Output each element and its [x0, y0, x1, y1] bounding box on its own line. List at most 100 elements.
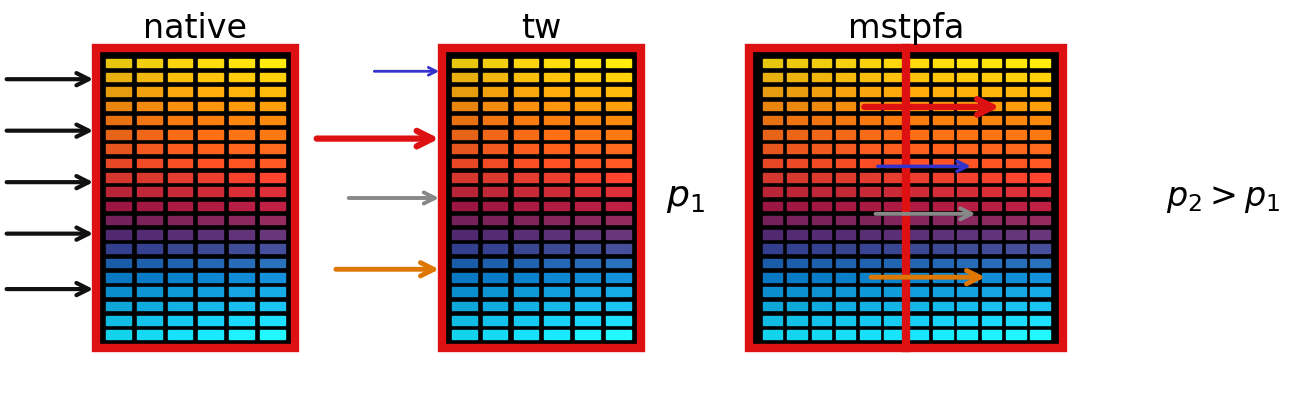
Bar [763, 187, 782, 196]
Bar [453, 316, 477, 324]
Bar [168, 101, 193, 110]
Bar [544, 273, 569, 282]
Bar [106, 87, 131, 96]
Bar [934, 216, 953, 225]
Bar [453, 244, 477, 253]
Bar [934, 302, 953, 310]
Bar [981, 101, 1001, 110]
Bar [812, 287, 831, 296]
Bar [229, 116, 253, 124]
Bar [453, 59, 477, 67]
Bar [1006, 145, 1025, 153]
Bar [260, 259, 284, 267]
Bar [606, 173, 631, 181]
Bar [137, 159, 162, 167]
Bar [482, 216, 507, 225]
Bar [812, 302, 831, 310]
Bar [513, 159, 538, 167]
Bar [835, 273, 855, 282]
Bar [198, 59, 224, 67]
Bar [229, 287, 253, 296]
Bar [860, 145, 879, 153]
Bar [957, 316, 978, 324]
Bar [860, 330, 879, 339]
Bar [835, 316, 855, 324]
Bar [835, 116, 855, 124]
Bar [835, 173, 855, 181]
Bar [453, 159, 477, 167]
Bar [763, 145, 782, 153]
Bar [934, 259, 953, 267]
Bar [812, 145, 831, 153]
Bar [763, 287, 782, 296]
Bar [884, 273, 904, 282]
Bar [835, 230, 855, 239]
Bar [198, 216, 224, 225]
Bar [198, 116, 224, 124]
Bar [787, 173, 807, 181]
Bar [763, 244, 782, 253]
Bar [606, 230, 631, 239]
Bar [260, 273, 284, 282]
Bar [884, 59, 904, 67]
Bar [1006, 330, 1025, 339]
Bar [1006, 187, 1025, 196]
Bar [763, 316, 782, 324]
Bar [482, 116, 507, 124]
Bar [482, 159, 507, 167]
Bar [1031, 302, 1050, 310]
Bar [575, 145, 600, 153]
Bar [787, 259, 807, 267]
Bar [575, 230, 600, 239]
Bar [884, 259, 904, 267]
Bar [860, 187, 879, 196]
Bar [106, 316, 131, 324]
Bar [482, 316, 507, 324]
Bar [981, 216, 1001, 225]
Bar [168, 116, 193, 124]
Bar [544, 59, 569, 67]
Bar [606, 273, 631, 282]
Bar [787, 73, 807, 82]
Bar [575, 159, 600, 167]
Bar [137, 330, 162, 339]
Bar [1006, 202, 1025, 210]
Bar [957, 230, 978, 239]
Bar [835, 287, 855, 296]
Bar [835, 187, 855, 196]
Bar [860, 101, 879, 110]
Bar [575, 87, 600, 96]
Bar [137, 173, 162, 181]
Bar [812, 259, 831, 267]
Bar [260, 116, 284, 124]
Bar [763, 259, 782, 267]
Bar [909, 244, 928, 253]
Bar [442, 48, 640, 348]
Bar [260, 316, 284, 324]
Bar [1006, 101, 1025, 110]
Bar [606, 145, 631, 153]
Bar [1031, 287, 1050, 296]
Bar [981, 73, 1001, 82]
Bar [812, 59, 831, 67]
Bar [442, 48, 640, 348]
Bar [909, 330, 928, 339]
Bar [198, 87, 224, 96]
Bar [606, 316, 631, 324]
Bar [482, 230, 507, 239]
Bar [1006, 287, 1025, 296]
Bar [981, 330, 1001, 339]
Bar [453, 101, 477, 110]
Bar [835, 159, 855, 167]
Bar [909, 101, 928, 110]
Bar [260, 145, 284, 153]
Bar [763, 202, 782, 210]
Bar [575, 187, 600, 196]
Bar [1006, 230, 1025, 239]
Bar [513, 202, 538, 210]
Bar [763, 130, 782, 139]
Bar [1006, 316, 1025, 324]
Bar [1006, 87, 1025, 96]
Bar [229, 330, 253, 339]
Bar [513, 187, 538, 196]
